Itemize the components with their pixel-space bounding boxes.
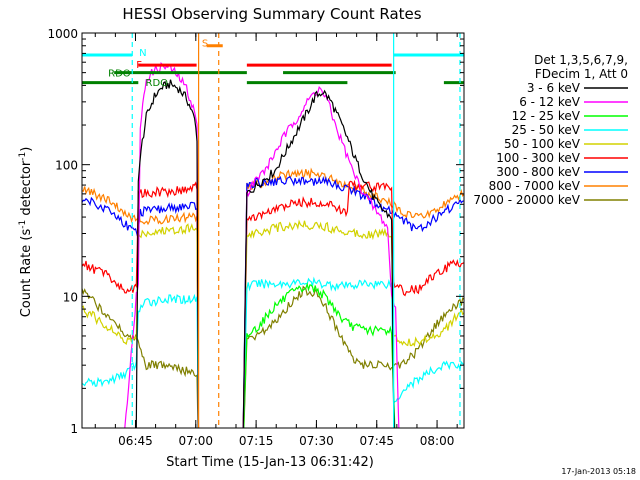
chart-title: HESSI Observing Summary Count Rates xyxy=(122,5,421,23)
flag-label-3: RDO xyxy=(108,69,131,80)
y-tick-label-1: 10 xyxy=(63,290,78,304)
series-line-6 xyxy=(82,175,464,428)
legend-label-7: 800 - 7000 keV xyxy=(489,179,581,193)
generation-timestamp: 17-Jan-2013 05:18 xyxy=(561,467,636,476)
series-line-3 xyxy=(82,276,464,428)
y-tick-label-3: 1000 xyxy=(47,27,78,41)
legend-label-3: 25 - 50 keV xyxy=(512,123,581,137)
x-tick-label-2: 07:15 xyxy=(239,434,274,448)
x-axis-label: Start Time (15-Jan-13 06:31:42) xyxy=(166,455,374,470)
series-line-2 xyxy=(243,282,396,428)
legend-label-4: 50 - 100 keV xyxy=(504,137,581,151)
legend-label-6: 300 - 800 keV xyxy=(496,165,580,179)
x-tick-label-3: 07:30 xyxy=(299,434,334,448)
series-line-8 xyxy=(82,285,464,428)
x-tick-label-4: 07:45 xyxy=(359,434,394,448)
series-line-1 xyxy=(124,62,400,428)
y-tick-label-0: 1 xyxy=(70,422,78,436)
legend-label-1: 6 - 12 keV xyxy=(519,95,581,109)
legend-label-0: 3 - 6 keV xyxy=(527,81,581,95)
legend-label-2: 12 - 25 keV xyxy=(512,109,581,123)
plot-content: NF S RDO RDO xyxy=(82,33,464,428)
legend: Det 1,3,5,6,7,9, FDecim 1, Att 0 3 - 6 k… xyxy=(473,53,628,207)
series-line-5 xyxy=(82,179,464,428)
plot-area: NF S RDO RDO xyxy=(82,33,464,428)
series-line-4 xyxy=(82,219,464,428)
legend-header-line-2: FDecim 1, Att 0 xyxy=(535,67,628,81)
y-axis-label: Count Rate (s-1 detector-1) xyxy=(18,147,34,318)
flag-label-0: N xyxy=(139,48,146,59)
x-tick-label-0: 06:45 xyxy=(118,434,153,448)
flag-label-1: F xyxy=(136,60,142,71)
y-tick-label-2: 100 xyxy=(55,159,78,173)
x-tick-label-5: 08:00 xyxy=(420,434,455,448)
axes: 1 10 100 1000 06:45 07:00 07:15 07:30 07:45 08:00 xyxy=(47,27,464,448)
series-line-0 xyxy=(135,79,396,428)
flag-label-2: S xyxy=(202,38,208,49)
legend-header-line-1: Det 1,3,5,6,7,9, xyxy=(534,53,628,67)
plot-frame xyxy=(81,32,465,429)
flag-label-4: RDO xyxy=(146,78,169,89)
legend-label-5: 100 - 300 keV xyxy=(496,151,580,165)
x-tick-label-1: 07:00 xyxy=(178,434,213,448)
legend-label-8: 7000 - 20000 keV xyxy=(473,193,580,207)
